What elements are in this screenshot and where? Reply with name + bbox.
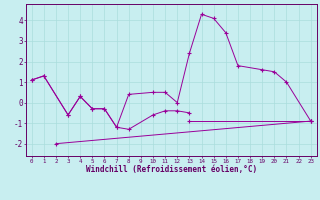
X-axis label: Windchill (Refroidissement éolien,°C): Windchill (Refroidissement éolien,°C) — [86, 165, 257, 174]
